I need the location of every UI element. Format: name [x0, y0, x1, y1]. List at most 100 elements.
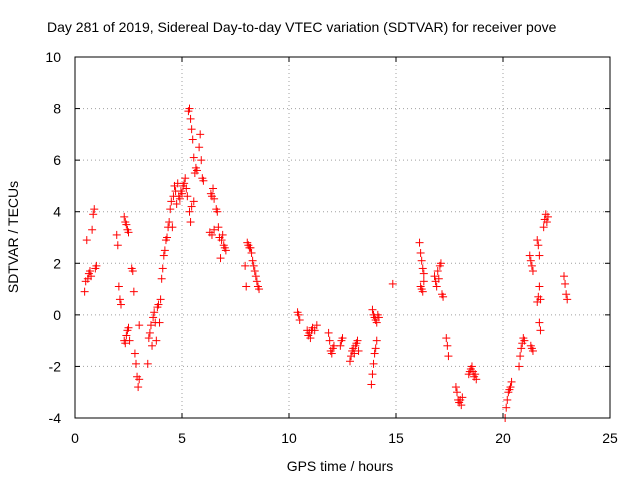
- data-point: [294, 310, 303, 319]
- data-point: [528, 267, 537, 276]
- data-point: [457, 401, 466, 410]
- data-point: [187, 202, 196, 211]
- data-point: [210, 225, 219, 234]
- x-axis-label: GPS time / hours: [287, 458, 394, 474]
- data-point: [507, 377, 516, 386]
- data-point: [542, 218, 551, 227]
- data-point: [186, 218, 195, 227]
- data-point: [250, 267, 259, 276]
- data-point: [415, 238, 424, 247]
- data-point: [255, 285, 264, 294]
- data-point: [167, 197, 176, 206]
- data-point: [418, 264, 427, 273]
- data-point: [246, 243, 255, 252]
- data-point: [433, 267, 442, 276]
- data-point: [434, 274, 443, 283]
- data-point: [368, 305, 377, 314]
- data-point: [503, 395, 512, 404]
- data-point: [114, 282, 123, 291]
- data-point: [367, 380, 376, 389]
- data-point: [159, 251, 168, 260]
- data-point: [195, 143, 204, 152]
- data-point: [197, 156, 206, 165]
- data-point: [196, 130, 205, 139]
- data-point: [131, 359, 140, 368]
- data-point: [369, 359, 378, 368]
- x-tick-label: 0: [71, 430, 79, 446]
- y-axis-label: SDTVAR / TECUs: [5, 181, 21, 293]
- data-point: [134, 383, 143, 392]
- data-point: [563, 295, 572, 304]
- data-point: [129, 287, 138, 296]
- data-point: [189, 153, 198, 162]
- data-point: [242, 282, 251, 291]
- data-point: [536, 295, 545, 304]
- y-tick-label: 4: [53, 204, 61, 220]
- x-tick-label: 25: [602, 430, 618, 446]
- data-point: [186, 114, 195, 123]
- data-point: [221, 246, 230, 255]
- data-point: [115, 295, 124, 304]
- data-point: [539, 223, 548, 232]
- data-point: [150, 308, 159, 317]
- data-point: [168, 223, 177, 232]
- data-point: [217, 236, 226, 245]
- data-point: [535, 282, 544, 291]
- data-point: [122, 331, 131, 340]
- data-point: [515, 362, 524, 371]
- data-point: [145, 328, 154, 337]
- data-point: [182, 184, 191, 193]
- data-point: [345, 357, 354, 366]
- data-point: [471, 370, 480, 379]
- data-point: [160, 246, 169, 255]
- data-point: [135, 321, 144, 330]
- data-point: [310, 326, 319, 335]
- data-point: [562, 290, 571, 299]
- data-point: [430, 272, 439, 281]
- data-point: [248, 256, 257, 265]
- data-point: [178, 189, 186, 198]
- y-tick-label: -4: [49, 410, 62, 426]
- data-point: [419, 277, 428, 286]
- data-point: [368, 370, 377, 379]
- data-point: [374, 313, 383, 322]
- data-point: [439, 292, 448, 301]
- data-point: [165, 218, 174, 227]
- data-point: [144, 334, 153, 343]
- data-point: [451, 383, 460, 392]
- data-point: [535, 318, 544, 327]
- data-point: [388, 279, 397, 288]
- data-point: [370, 349, 379, 358]
- data-point: [527, 261, 536, 270]
- data-point: [155, 318, 164, 327]
- data-point: [218, 230, 227, 239]
- data-point: [325, 336, 334, 345]
- data-point: [187, 125, 196, 134]
- data-point: [185, 104, 194, 113]
- y-tick-label: 0: [53, 307, 61, 323]
- data-point: [166, 205, 175, 214]
- data-point: [214, 223, 223, 232]
- data-point: [312, 321, 321, 330]
- data-point: [213, 207, 222, 216]
- y-tick-label: 2: [53, 255, 61, 271]
- data-point: [120, 212, 129, 221]
- data-point: [241, 261, 250, 270]
- data-point: [90, 205, 99, 214]
- data-point: [520, 336, 529, 345]
- data-point: [156, 295, 165, 304]
- y-tick-label: 6: [53, 152, 61, 168]
- data-point: [112, 230, 121, 239]
- data-point: [338, 334, 347, 343]
- data-point: [149, 313, 158, 322]
- data-point: [154, 300, 163, 309]
- data-point: [199, 176, 208, 185]
- grid: [75, 57, 610, 418]
- y-axis: -4 -2 0 2 4 6 8 10: [45, 49, 610, 426]
- data-point: [192, 166, 201, 175]
- x-tick-label: 5: [178, 430, 186, 446]
- data-point: [124, 228, 133, 237]
- data-point: [183, 192, 192, 201]
- data-point: [372, 318, 381, 327]
